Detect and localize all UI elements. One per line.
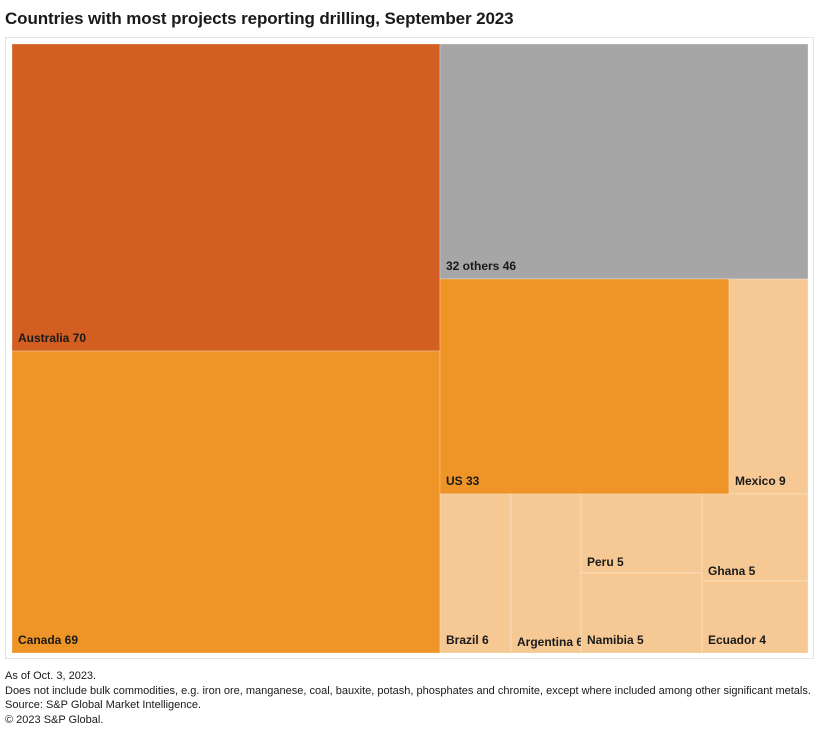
treemap-label-australia: Australia 70 bbox=[18, 331, 86, 345]
treemap-label-ghana: Ghana 5 bbox=[708, 564, 756, 578]
treemap-cell-ghana bbox=[701, 493, 809, 582]
chart-title: Countries with most projects reporting d… bbox=[5, 9, 514, 28]
treemap-cell-32-others bbox=[439, 43, 809, 280]
treemap-cell-argentina bbox=[510, 493, 582, 654]
treemap-cell-mexico bbox=[728, 278, 809, 495]
footer-as-of: As of Oct. 3, 2023. bbox=[5, 670, 97, 682]
treemap-cell-canada bbox=[11, 350, 441, 654]
footer-copyright: © 2023 S&P Global. bbox=[5, 713, 104, 726]
treemap-label-peru: Peru 5 bbox=[587, 555, 624, 569]
treemap-cell-australia bbox=[11, 43, 441, 352]
treemap-label-namibia: Namibia 5 bbox=[587, 633, 644, 647]
treemap-cell-us bbox=[439, 278, 730, 495]
treemap-label-brazil: Brazil 6 bbox=[446, 633, 489, 647]
treemap-cell-brazil bbox=[439, 493, 512, 654]
treemap-label-canada: Canada 69 bbox=[18, 633, 78, 647]
footer-note: Does not include bulk commodities, e.g. … bbox=[5, 684, 811, 697]
treemap-label-32-others: 32 others 46 bbox=[446, 259, 516, 273]
treemap-cell-ecuador bbox=[701, 580, 809, 654]
treemap-label-mexico: Mexico 9 bbox=[735, 474, 786, 488]
treemap-label-ecuador: Ecuador 4 bbox=[708, 633, 766, 647]
plot-frame bbox=[5, 37, 814, 659]
footer-source: Source: S&P Global Market Intelligence. bbox=[5, 699, 202, 711]
treemap-cell-namibia bbox=[580, 572, 703, 654]
treemap-cell-peru bbox=[580, 493, 703, 574]
chart-footer: As of Oct. 3, 2023. Does not include bul… bbox=[5, 669, 815, 727]
treemap-label-argentina: Argentina 6 bbox=[517, 635, 583, 649]
treemap-label-us: US 33 bbox=[446, 474, 480, 488]
